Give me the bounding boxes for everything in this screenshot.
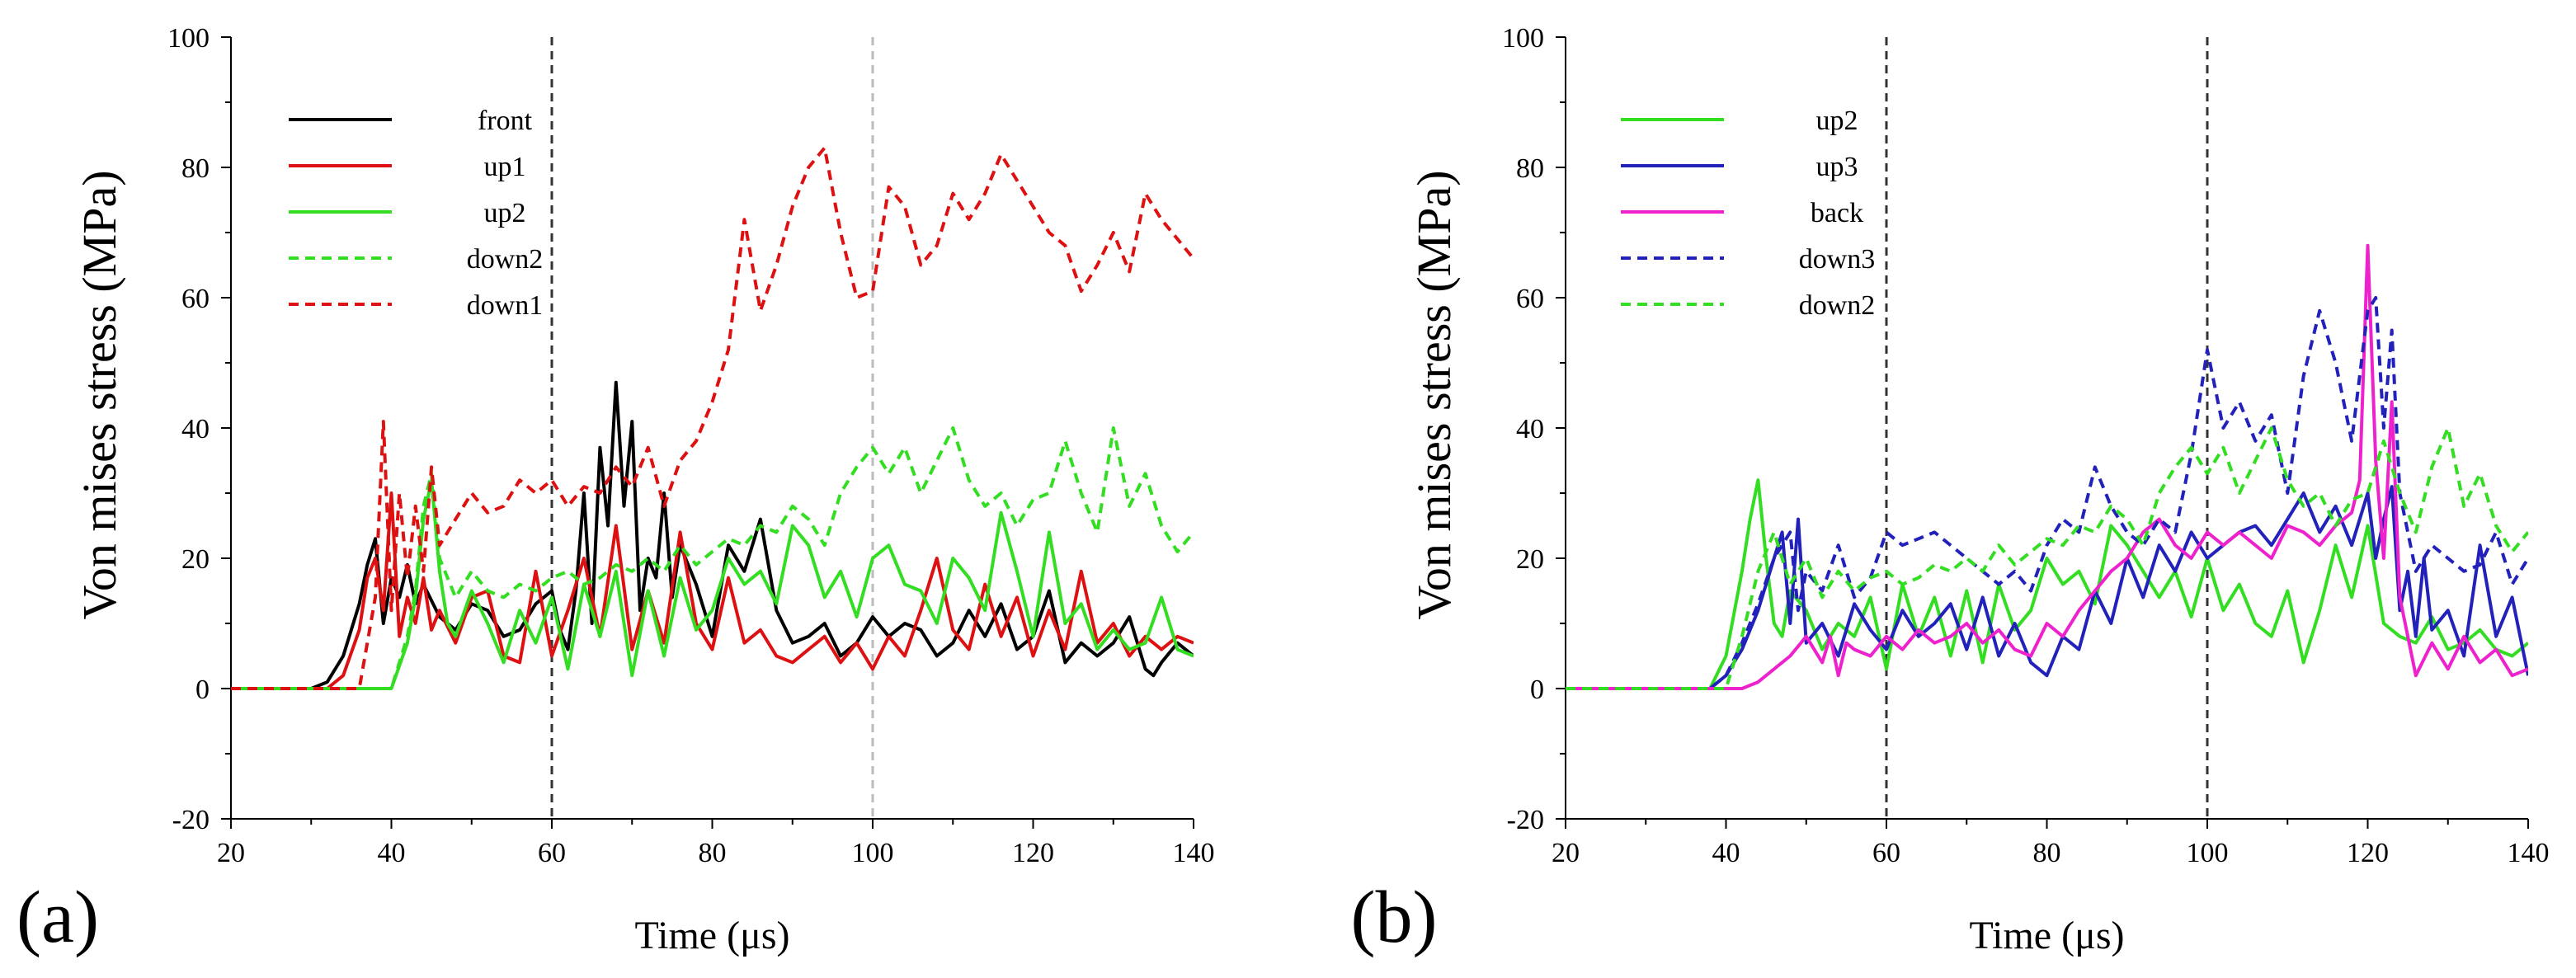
x-tick-label: 40 (1712, 838, 1740, 868)
x-tick-label: 80 (2033, 838, 2061, 868)
legend-label-down3: down3 (1799, 244, 1876, 275)
x-tick-label: 40 (378, 838, 406, 868)
panel-b: -20 0 20 40 60 80 100 20 40 60 80 100 120 140 up2 up3 ba… (1351, 23, 2550, 958)
series-line-up1 (231, 491, 1194, 690)
y-tick-label: 60 (181, 284, 210, 314)
series-line-up3 (1566, 485, 2528, 690)
legend-label-back: back (1811, 198, 1863, 228)
x-tick-label: 140 (1173, 838, 1215, 868)
y-axis-label: Von mises stress (MPa) (1407, 170, 1461, 619)
legend-label-up3: up3 (1816, 152, 1858, 182)
y-tick-label: 80 (181, 153, 210, 184)
y-tick-label: -20 (172, 805, 210, 835)
y-axis-label: Von mises stress (MPa) (73, 170, 126, 619)
y-tick-label: 60 (1516, 284, 1544, 314)
series-line-up2 (1566, 478, 2528, 690)
legend-label-up2: up2 (1816, 106, 1858, 136)
series-line-down2 (231, 426, 1194, 690)
y-tick-label: 40 (1516, 414, 1544, 444)
y-tick-label: -20 (1507, 805, 1544, 835)
y-tick-label: 40 (181, 414, 210, 444)
y-tick-label: 100 (1502, 23, 1544, 54)
legend-label-down2: down2 (467, 244, 544, 275)
y-tick-label: 100 (167, 23, 210, 54)
x-tick-label: 100 (852, 838, 894, 868)
legend-label-up1: up1 (484, 152, 526, 182)
x-tick-label: 80 (699, 838, 727, 868)
x-tick-label: 20 (217, 838, 245, 868)
x-tick-label: 20 (1552, 838, 1580, 868)
y-tick-label: 80 (1516, 153, 1544, 184)
y-tick-label: 0 (195, 675, 210, 705)
x-tick-label: 120 (1012, 838, 1054, 868)
legend-label-up2: up2 (484, 198, 526, 228)
panel-label: (b) (1351, 877, 1438, 958)
series-line-down2 (1566, 426, 2528, 690)
x-tick-label: 60 (1872, 838, 1900, 868)
legend-label-down2: down2 (1799, 290, 1876, 321)
legend-label-front: front (478, 106, 533, 136)
x-tick-label: 120 (2347, 838, 2389, 868)
x-tick-label: 60 (538, 838, 566, 868)
series-line-down3 (1566, 296, 2528, 690)
x-tick-label: 140 (2508, 838, 2550, 868)
x-axis-label: Time (μs) (1970, 914, 2125, 957)
y-tick-label: 20 (1516, 544, 1544, 575)
panel-a: -20 0 20 40 60 80 100 20 40 60 80 100 120 140 front up1… (16, 23, 1214, 958)
series-line-back (1566, 243, 2528, 690)
panel-label: (a) (16, 877, 99, 958)
y-tick-label: 0 (1530, 675, 1544, 705)
series-line-down1 (231, 146, 1194, 690)
series-line-up2 (231, 478, 1194, 690)
legend-label-down1: down1 (467, 290, 544, 321)
y-tick-label: 20 (181, 544, 210, 575)
x-axis-label: Time (μs) (635, 914, 790, 957)
x-tick-label: 100 (2187, 838, 2229, 868)
